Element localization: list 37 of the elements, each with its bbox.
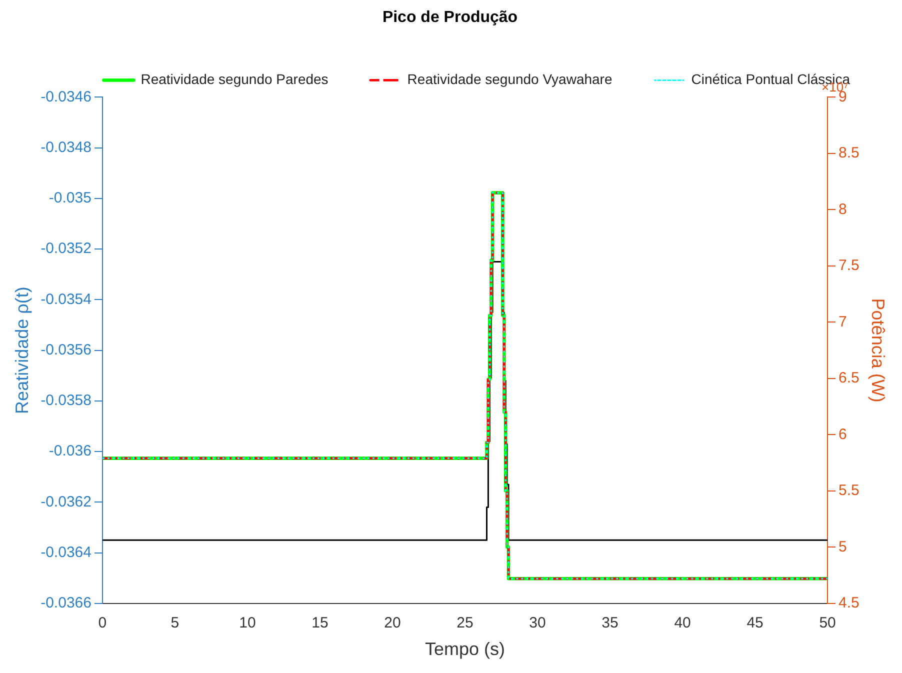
x-tick-label: 5 <box>170 614 180 632</box>
y2-tick-label: 8.5 <box>838 144 860 162</box>
y-tick-label: -0.0348 <box>40 138 92 156</box>
y2-tick-label: 4.5 <box>838 594 860 612</box>
x-axis-title: Tempo (s) <box>425 639 506 660</box>
y-tick-label: -0.0358 <box>40 392 92 410</box>
x-tick-label: 15 <box>312 614 328 632</box>
legend-label: Reatividade segundo Vyawahare <box>407 71 612 88</box>
x-tick-label: 20 <box>384 614 401 632</box>
x-tick-label: 45 <box>746 614 764 632</box>
y-tick-label: -0.036 <box>48 442 92 460</box>
y-tick-label: -0.0356 <box>40 341 92 358</box>
x-tick-label: 25 <box>456 614 474 632</box>
x-tick-label: 50 <box>819 614 836 632</box>
y-tick-label: -0.0362 <box>40 493 92 510</box>
x-tick-label: 10 <box>239 614 256 632</box>
y2-tick-label: 7 <box>838 313 847 330</box>
y2-tick-label: 6.5 <box>838 370 860 387</box>
x-tick-label: 0 <box>98 614 107 632</box>
y-tick-label: -0.0354 <box>40 290 92 308</box>
y-axis-title: Reatividade ρ(t) <box>12 286 32 414</box>
x-tick-label: 35 <box>602 614 618 632</box>
y-tick-label: -0.035 <box>48 190 92 207</box>
legend-label: Reatividade segundo Paredes <box>140 71 328 88</box>
y2-tick-label: 7.5 <box>838 257 860 274</box>
y2-tick-label: 6 <box>838 426 847 443</box>
y2-tick-label: 8 <box>838 200 847 218</box>
y-tick-label: -0.0352 <box>40 240 92 258</box>
x-tick-label: 40 <box>674 614 691 632</box>
x-tick-label: 30 <box>529 614 546 632</box>
y2-tick-label: 5.5 <box>838 482 860 500</box>
y-tick-label: -0.0364 <box>40 544 92 561</box>
y2-tick-label: 5 <box>838 538 847 556</box>
chart-title: Pico de Produção <box>382 9 518 26</box>
y2-axis-title: Potência (W) <box>868 298 888 402</box>
y-tick-label: -0.0346 <box>40 88 92 106</box>
y-tick-label: -0.0366 <box>40 594 92 612</box>
